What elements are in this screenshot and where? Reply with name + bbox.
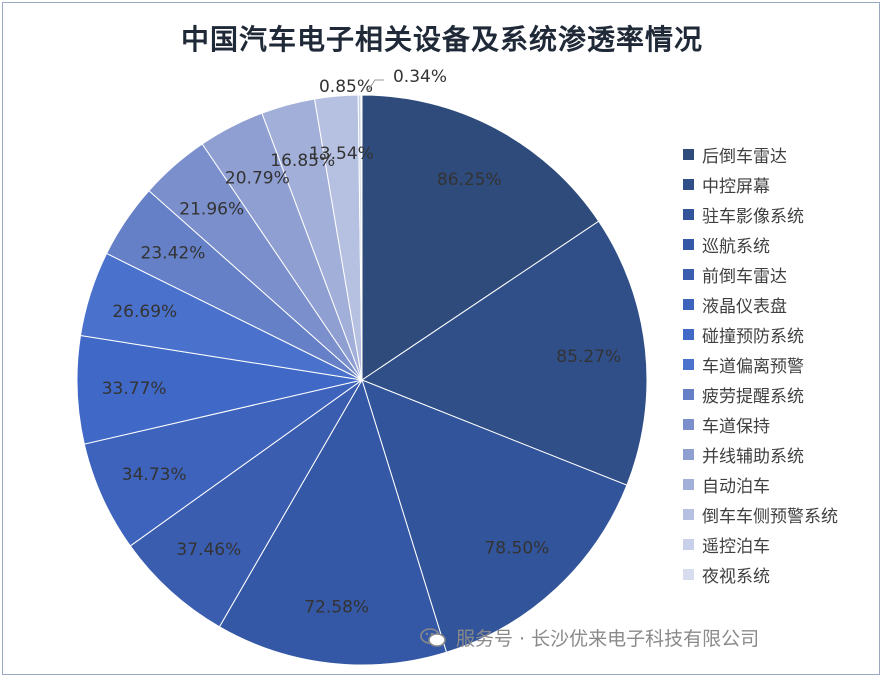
legend-item: 并线辅助系统 [683, 439, 878, 469]
legend-item: 车道保持 [683, 409, 878, 439]
legend-item: 后倒车雷达 [683, 139, 878, 169]
legend-label: 倒车车侧预警系统 [702, 506, 838, 527]
legend-item: 遥控泊车 [683, 529, 878, 559]
legend-item: 倒车车侧预警系统 [683, 499, 878, 529]
watermark: 服务号 · 长沙优来电子科技有限公司 [420, 624, 759, 651]
watermark-text: 服务号 · 长沙优来电子科技有限公司 [456, 628, 760, 650]
pie-data-label: 16.85% [270, 151, 335, 171]
pie-slice [218, 378, 448, 666]
pie-data-label: 34.73% [122, 465, 187, 485]
pie-slice [360, 220, 648, 486]
legend-swatch [683, 178, 694, 190]
legend-swatch [683, 298, 694, 310]
legend-swatch [683, 268, 694, 280]
pie-data-label: 20.79% [225, 168, 290, 188]
legend-item: 碰撞预防系统 [683, 319, 878, 349]
pie-slice [361, 94, 600, 381]
legend-label: 巡航系统 [702, 236, 770, 257]
pie-slice [361, 379, 628, 653]
pie-data-label: 78.50% [484, 538, 549, 558]
legend-swatch [683, 238, 694, 250]
pie-data-labels: 86.25% 85.27% 78.50% 72.58% 37.46% 34.73% 33.7… [102, 67, 621, 618]
legend-swatch [683, 358, 694, 370]
legend-label: 液晶仪表盘 [702, 296, 787, 317]
legend-swatch [683, 328, 694, 340]
legend-swatch [683, 208, 694, 220]
legend-swatch [683, 478, 694, 490]
legend-label: 自动泊车 [702, 476, 770, 497]
legend-item: 车道偏离预警 [683, 349, 878, 379]
legend-swatch [683, 538, 694, 550]
legend-label: 车道保持 [702, 416, 770, 437]
pie-data-label: 23.42% [141, 244, 206, 264]
legend-swatch [683, 388, 694, 400]
legend-label: 夜视系统 [702, 566, 770, 587]
legend-item: 疲劳提醒系统 [683, 379, 878, 409]
pie-data-label: 86.25% [437, 170, 502, 190]
legend-label: 后倒车雷达 [702, 146, 787, 167]
legend-swatch [683, 148, 694, 160]
legend-label: 遥控泊车 [702, 536, 770, 557]
legend-item: 前倒车雷达 [683, 259, 878, 289]
legend-item: 夜视系统 [683, 559, 878, 589]
legend-item: 自动泊车 [683, 469, 878, 499]
pie-data-label: 85.27% [556, 347, 621, 367]
pie-slice [129, 379, 363, 628]
legend-swatch [683, 448, 694, 460]
pie-slice [360, 94, 363, 381]
pie-data-label: 0.34% [393, 67, 447, 87]
pie-data-label: 72.58% [304, 598, 369, 618]
legend-item: 中控屏幕 [683, 169, 878, 199]
pie-slices [76, 94, 648, 666]
pie-data-label: 37.46% [176, 540, 241, 560]
chart-legend: 后倒车雷达中控屏幕驻车影像系统 巡航系统前倒车雷达液晶仪表盘碰撞预防系统 车道偏离预… [683, 139, 878, 589]
pie-data-label: 33.77% [102, 379, 167, 399]
chart-title: 中国汽车电子相关设备及系统渗透率情况 [180, 23, 703, 56]
pie-data-label: 0.85% [319, 77, 373, 97]
legend-item: 驻车影像系统 [683, 199, 878, 229]
pie-data-label: 13.54% [309, 144, 374, 164]
legend-swatch [683, 508, 694, 520]
legend-label: 并线辅助系统 [702, 446, 804, 467]
pie-data-label: 21.96% [179, 200, 244, 220]
pie-data-label: 26.69% [112, 302, 177, 322]
legend-label: 前倒车雷达 [702, 266, 787, 287]
legend-label: 驻车影像系统 [702, 206, 804, 227]
legend-label: 碰撞预防系统 [702, 326, 804, 347]
legend-label: 车道偏离预警 [702, 356, 804, 377]
legend-label: 疲劳提醒系统 [702, 386, 804, 407]
wechat-icon [420, 627, 446, 647]
legend-item: 液晶仪表盘 [683, 289, 878, 319]
leader-line [366, 79, 384, 93]
legend-label: 中控屏幕 [702, 176, 770, 197]
legend-swatch [683, 568, 694, 580]
legend-swatch [683, 418, 694, 430]
legend-item: 巡航系统 [683, 229, 878, 259]
